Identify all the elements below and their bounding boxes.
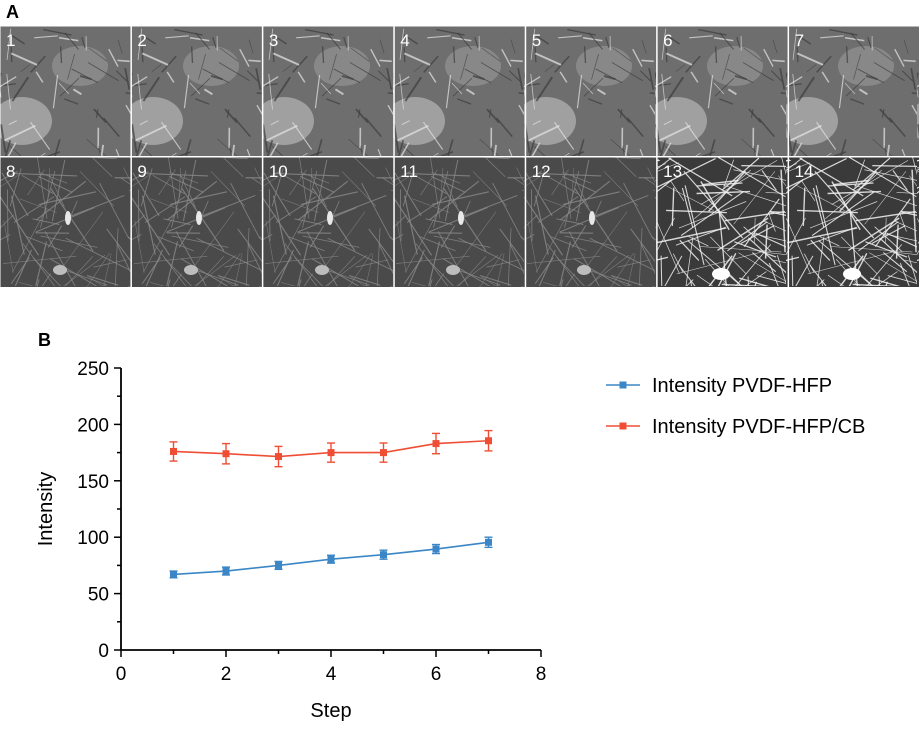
sem-image-label: 3 [269,31,278,50]
legend-marker [619,381,627,389]
sem-image-label: 8 [6,162,15,181]
legend-label: Intensity PVDF-HFP/CB [652,416,865,438]
sem-image-label: 7 [795,31,804,50]
data-point [380,551,387,559]
y-tick-label: 150 [77,472,109,493]
y-axis-label: Intensity [35,472,57,546]
sem-image-13: 13 [657,157,788,287]
sem-image-label: 4 [400,31,409,50]
data-point [222,450,230,458]
sem-image-label: 1 [6,31,15,50]
sem-image-6: 6 [657,26,788,156]
x-axis-label: Step [310,700,351,722]
sem-image-8: 8 [0,157,131,287]
sem-image-5: 5 [526,26,657,156]
sem-image-label: 5 [532,31,541,50]
data-point [485,538,492,546]
legend-entry-1: Intensity PVDF-HFP [606,375,832,397]
sem-image-7: 7 [789,26,919,156]
sem-image-1: 1 [0,26,131,156]
legend-entry-2: Intensity PVDF-HFP/CB [606,416,865,438]
sem-image-3: 3 [263,26,394,156]
data-point [222,567,230,575]
x-tick-label: 4 [326,664,337,685]
data-point [275,561,282,569]
x-tick-label: 0 [116,664,127,685]
x-tick-label: 8 [536,664,547,685]
sem-image-grid: 1 2 3 4 5 6 78 9 10 11 12 13 14 [0,26,919,287]
data-point [327,449,335,457]
x-tick-label: 6 [431,664,442,685]
y-tick-label: 0 [98,641,109,662]
x-tick-label: 2 [221,664,232,685]
series-1 [169,536,493,579]
sem-image-12: 12 [526,157,657,287]
panel-a-label: A [6,2,19,22]
legend-marker [619,422,627,430]
sem-image-label: 6 [663,31,672,50]
sem-image-14: 14 [789,157,919,287]
data-point [170,447,177,455]
y-tick-label: 50 [88,585,109,606]
sem-image-11: 11 [394,157,525,287]
y-tick-label: 200 [77,415,109,436]
y-tick-label: 100 [77,528,109,549]
sem-image-label: 14 [795,162,814,181]
sem-image-9: 9 [131,157,262,287]
sem-image-label: 10 [269,162,288,181]
data-point [432,545,440,553]
sem-image-label: 11 [400,162,418,181]
sem-image-10: 10 [263,157,394,287]
data-point [485,437,492,445]
data-point [432,440,440,448]
data-point [380,449,387,457]
sem-image-label: 12 [532,162,551,181]
data-point [170,570,177,578]
sem-image-4: 4 [394,26,525,156]
sem-image-label: 2 [137,31,146,50]
sem-image-2: 2 [131,26,262,156]
data-point [327,555,335,563]
panel-b-label: B [38,330,51,350]
data-point [275,453,282,461]
intensity-line-chart: 0 50 100 150 200 250 0 2 4 6 8 Step Intensity Intensi… [35,359,865,722]
legend-label: Intensity PVDF-HFP [652,375,832,397]
series-2 [169,429,493,468]
sem-image-label: 13 [663,162,682,181]
sem-image-label: 9 [137,162,146,181]
y-tick-label: 250 [77,359,109,380]
